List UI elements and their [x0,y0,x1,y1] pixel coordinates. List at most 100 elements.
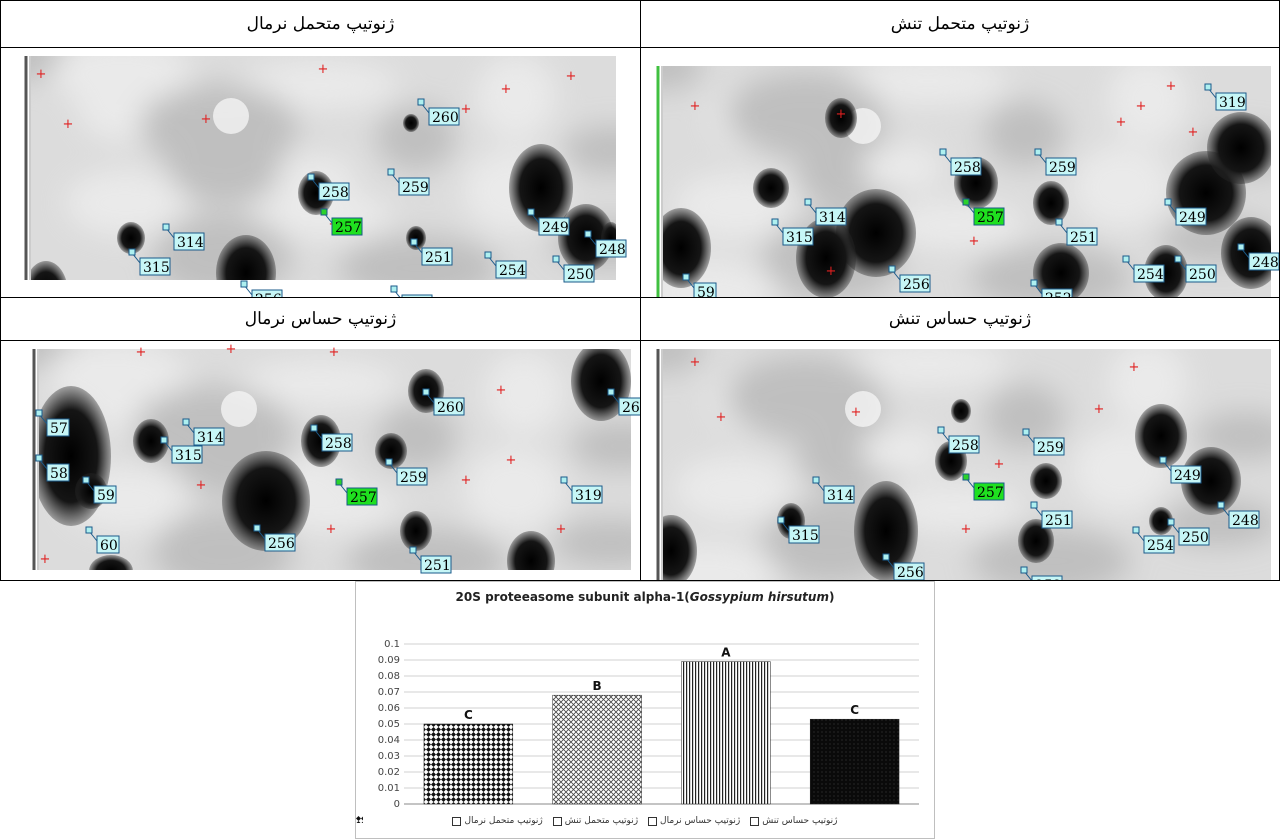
spot-label-260: 260 [432,110,459,126]
bar-letter-1: C [464,708,473,722]
protein-spot [400,511,432,551]
protein-spot [222,451,310,551]
spot-label-315: 315 [175,448,202,464]
protein-spot [651,208,711,288]
spot-label-58: 58 [50,466,68,482]
y-tick-label: 0.01 [378,783,400,794]
spot-label-box [693,282,717,297]
spot-label-250: 250 [567,267,594,283]
reference-mark: + [506,453,517,468]
spot-label-59: 59 [97,488,115,504]
panel-title-sensitive-stress: ژنوتیپ حساس تنش [640,297,1280,341]
y-tick-label: 0.02 [378,767,400,778]
spot-label-box [893,562,925,580]
reference-mark: + [851,405,862,420]
spot-label-box [538,217,570,236]
spot-label-box [251,289,283,297]
spot-label-box [1175,207,1207,226]
spot-label-256: 256 [255,292,282,297]
reference-mark: + [1094,402,1105,417]
reference-mark: + [826,264,837,279]
spot-label-252: 252 [1045,291,1072,297]
spot-label-314: 314 [827,488,854,504]
spot-label-box [899,274,931,293]
legend-swatch [356,816,760,826]
spot-label-box [1170,465,1202,484]
spot-label-box [346,487,378,506]
spot-label-box [173,232,205,251]
spot-label-256: 256 [897,565,924,580]
spot-label-258: 258 [954,160,981,176]
legend-item-1: ژنوتیپ متحمل نرمال [356,816,543,826]
protein-spot [1135,404,1187,468]
spot-label-257: 257 [977,485,1004,501]
reference-mark: + [501,82,512,97]
spot-label-248: 248 [599,242,626,258]
protein-spot [403,114,419,132]
bar-chart: 20S proteeasome subunit alpha-1(Gossypiu… [355,581,935,839]
reference-mark: + [961,522,972,537]
spot-label-314: 314 [819,210,846,226]
spot-label-251: 251 [425,250,452,266]
spot-label-box [1066,227,1098,246]
protein-spot [509,144,573,232]
legend-item-2: ژنوتیپ متحمل تنش [356,816,638,826]
spot-label-259: 259 [402,180,429,196]
spot-label-box [1033,437,1065,456]
reference-mark: + [566,69,577,84]
spot-label-250: 250 [1189,267,1216,283]
reference-mark: + [326,522,337,537]
reference-mark: + [63,117,74,132]
gel-panel-sensitive-stress: + + + + + + +258 259 249 314 257 248 251 315 254 250 256… [640,340,1280,581]
protein-spot [1207,112,1275,184]
spot-label-315: 315 [792,528,819,544]
protein-spot [836,189,916,277]
spot-label-box [815,207,847,226]
spot-label-box [1031,575,1063,580]
spot-label-315: 315 [143,260,170,276]
chart-title-species: Gossypium hirsutum [689,590,829,604]
reference-mark: + [1188,125,1199,140]
spot-label-260: 260 [437,400,464,416]
spot-label-box [1248,252,1279,271]
protein-spot [571,341,631,421]
y-tick-label: 0.03 [378,751,400,762]
protein-spot [298,171,334,215]
protein-spot [375,433,407,469]
y-tick-label: 0.07 [378,687,400,698]
y-tick-label: 0.08 [378,671,400,682]
spot-label-248: 248 [1252,255,1279,271]
y-tick-label: 0.04 [378,735,400,746]
reference-mark: + [461,473,472,488]
reference-mark: + [196,478,207,493]
spot-label-251: 251 [1070,230,1097,246]
spot-label-57: 57 [50,421,68,437]
spot-label-26: 26 [622,400,640,416]
spot-label-box [973,207,1005,226]
spot-label-258: 258 [325,436,352,452]
spot-label-249: 249 [1174,468,1201,484]
reference-mark: + [1116,115,1127,130]
spot-label-box [398,177,430,196]
bar-letter-2: B [593,679,602,693]
spot-label-box [1045,157,1077,176]
reference-mark: + [40,552,51,567]
spot-label-256: 256 [903,277,930,293]
reference-mark: + [690,99,701,114]
spot-label-252: 252 [1035,578,1062,580]
chart-title-end: ) [828,590,835,604]
gel-panel-sensitive-normal: + + + + + + + + + +57 314 260 26 258 315 58 59 259 319 257 6… [0,340,641,581]
spot-label-box [618,397,640,416]
spot-label-314: 314 [177,235,204,251]
reference-mark: + [201,112,212,127]
spot-label-254: 254 [1137,267,1164,283]
reference-mark: + [716,410,727,425]
reference-mark: + [226,342,237,357]
spot-label-box [1185,264,1217,283]
spot-label-254: 254 [1147,538,1174,554]
reference-mark: + [136,345,147,360]
spot-label-box [973,482,1005,501]
spot-label-box [950,157,982,176]
bar-4 [809,718,900,805]
protein-spot [1033,243,1089,297]
